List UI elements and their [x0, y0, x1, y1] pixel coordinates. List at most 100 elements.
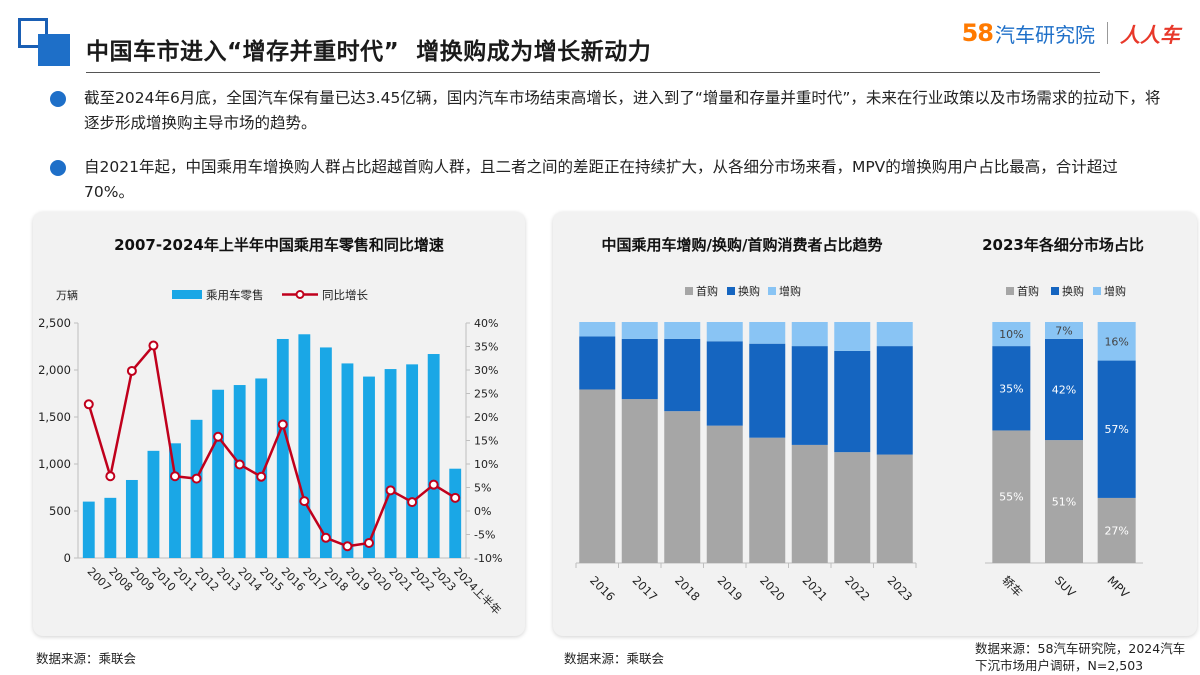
growth-point [342, 541, 353, 552]
chart1-ytick-right-label: 25% [474, 388, 498, 401]
chart-panel-right [553, 212, 1197, 636]
chart1-xtick-label: 2023 [430, 565, 459, 594]
retail-bar [147, 450, 160, 558]
retail-bar [384, 369, 397, 558]
chart1-xtick-label: 2015 [257, 565, 286, 594]
retail-bar [449, 468, 462, 558]
chart2-xtick-label: 2023 [885, 573, 916, 604]
bullet-item: 截至2024年6月底，全国汽车保有量已达3.45亿辆，国内汽车市场结束高增长，进… [50, 86, 1164, 136]
page-title: 中国车市进入“增存并重时代” 增换购成为增长新动力 [86, 39, 652, 65]
chart2-bar-segment [579, 322, 616, 337]
growth-point [385, 485, 396, 496]
chart2-bar-segment [664, 411, 701, 563]
growth-point [83, 399, 94, 410]
chart1-xtick-label: 2013 [214, 565, 243, 594]
chart1-ytick-right-label: 5% [474, 482, 491, 495]
chart3-xtick-label: SUV [1052, 573, 1079, 600]
chart1-ytick-left-label: 500 [49, 504, 71, 518]
chart1-title: 2007-2024年上半年中国乘用车零售和同比增速 [114, 236, 444, 254]
retail-bar [125, 479, 138, 558]
chart1-xtick-label: 2021 [386, 565, 415, 594]
chart1-ytick-right-label: 0% [474, 505, 491, 518]
chart3-data-label: 57% [1104, 423, 1128, 436]
chart1-ytick-left-label: 1,500 [38, 410, 71, 424]
source-note-right-line1: 数据来源：58汽车研究院，2024汽车 [975, 641, 1186, 656]
chart3-legend-swatch [1051, 287, 1059, 295]
chart1-xtick-label: 2009 [128, 565, 157, 594]
retail-bar [190, 419, 203, 558]
growth-point [213, 431, 224, 442]
chart2-bar-segment [621, 399, 658, 563]
chart2-bar-segment [621, 322, 658, 339]
growth-point [126, 365, 137, 376]
growth-point [256, 471, 267, 482]
chart2-xtick-label: 2021 [800, 573, 831, 604]
bullet-item: 自2021年起，中国乘用车增换购人群占比超越首购人群，且二者之间的差距正在持续扩… [50, 155, 1164, 205]
chart2-bar-segment [791, 322, 828, 347]
chart3-data-label: 16% [1104, 335, 1128, 348]
title-decoration-outline [18, 18, 48, 48]
chart1-xtick-label: 2024上半年 [451, 564, 504, 617]
bullet-dot [50, 160, 66, 176]
brand-logo: 58 汽车研究院 人人车 [962, 18, 1180, 48]
growth-point [148, 340, 159, 351]
logo-divider [1107, 22, 1108, 44]
chart1-ytick-left-label: 2,500 [38, 316, 71, 330]
chart3-data-label: 42% [1052, 383, 1076, 396]
retail-bar [82, 501, 95, 558]
retail-bar [255, 378, 268, 558]
growth-point [428, 479, 439, 490]
chart3-bar-segment [992, 430, 1031, 563]
chart1-xtick-label: 2012 [192, 565, 221, 594]
source-note-right-line2: 下沉市场用户调研，N=2,503 [975, 658, 1144, 673]
retail-bar [233, 385, 246, 558]
chart3-data-label: 10% [999, 328, 1023, 341]
chart3-xtick-label: 轿车 [999, 573, 1025, 599]
chart2-bar-segment [791, 346, 828, 445]
partner-logo: 人人车 [1120, 22, 1180, 47]
chart1-ytick-right-label: 35% [474, 341, 498, 354]
chart2-xtick-label: 2020 [757, 573, 788, 604]
chart3-legend-label: 增购 [1104, 284, 1126, 298]
chart1-xtick-label: 2020 [365, 565, 394, 594]
retail-bar [298, 334, 311, 558]
retail-bar [363, 376, 375, 558]
chart2-legend-swatch [685, 287, 693, 295]
chart1-xtick-label: 2014 [236, 565, 265, 594]
chart2-bar-segment [876, 322, 913, 347]
chart2-xtick-label: 2019 [715, 573, 746, 604]
chart1-ytick-right-label: -10% [474, 552, 502, 565]
logo-58-mark: 58 [961, 19, 994, 47]
legend-label-bar: 乘用车零售 [206, 288, 264, 302]
chart2-bar-segment [706, 341, 743, 426]
chart3-bar-segment [992, 346, 1031, 431]
retail-bar [406, 364, 419, 558]
chart3-title: 2023年各细分市场占比 [982, 236, 1144, 254]
chart3-data-label: 35% [999, 382, 1023, 395]
chart2-bar-segment [834, 350, 871, 453]
chart2-bar-segment [664, 322, 701, 339]
chart2-bar-segment [876, 454, 913, 563]
chart2-bar-segment [749, 437, 786, 563]
title-divider [86, 72, 1100, 73]
chart1-ytick-left-label: 0 [64, 551, 71, 565]
chart2-bar-segment [834, 322, 871, 351]
chart1-ytick-right-label: 40% [474, 317, 498, 330]
chart2-legend-label: 增购 [779, 284, 801, 298]
chart1-xtick-label: 2017 [300, 565, 329, 594]
retail-bar [276, 338, 289, 558]
chart3-bar-segment [1097, 360, 1136, 498]
logo-name: 汽车研究院 [995, 22, 1095, 47]
growth-point [320, 532, 331, 543]
chart2-bar-segment [706, 425, 743, 563]
growth-line [87, 344, 456, 548]
chart1-xtick-label: 2008 [106, 565, 135, 594]
growth-point [299, 496, 310, 507]
chart3-legend-swatch [1006, 287, 1014, 295]
chart1-xtick-label: 2016 [279, 565, 308, 594]
chart1-ytick-left-label: 2,000 [38, 363, 71, 377]
chart1-ytick-right-label: 20% [474, 411, 498, 424]
chart2-legend-label: 换购 [738, 284, 760, 298]
chart2-xtick-label: 2016 [587, 573, 618, 604]
